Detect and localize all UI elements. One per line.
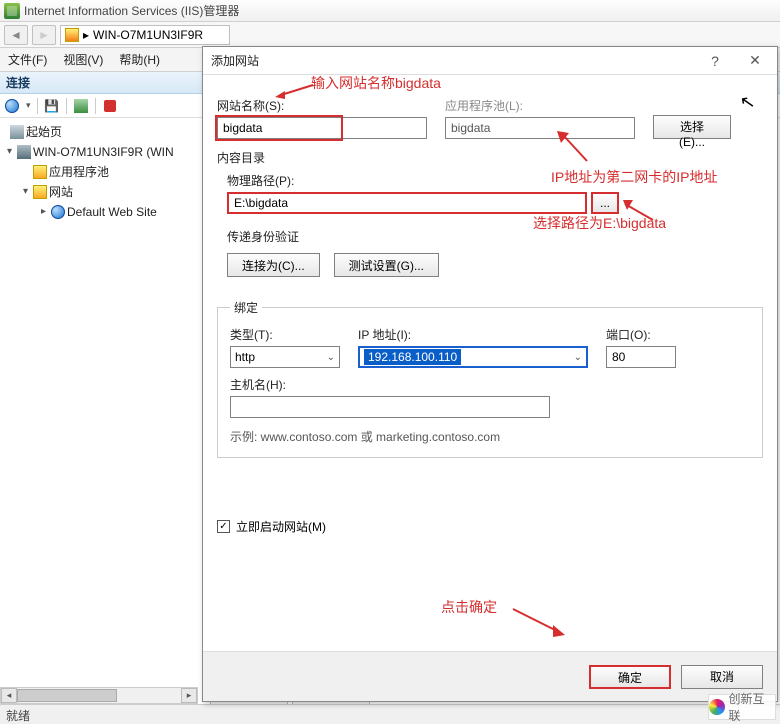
- annotation-sitename: 输入网站名称bigdata: [311, 73, 441, 93]
- back-button[interactable]: ◄: [4, 25, 28, 45]
- menu-view[interactable]: 视图(V): [63, 51, 103, 68]
- breadcrumb-sep: ▸: [83, 28, 89, 42]
- scroll-thumb[interactable]: [17, 689, 117, 702]
- type-value: http: [235, 350, 255, 364]
- menu-help[interactable]: 帮助(H): [119, 51, 160, 68]
- tree-default-site[interactable]: ▸ Default Web Site: [2, 202, 196, 222]
- status-text: 就绪: [6, 709, 30, 723]
- breadcrumb-host: WIN-O7M1UN3IF9R: [93, 28, 203, 42]
- select-pool-button[interactable]: 选择(E)...: [653, 115, 731, 139]
- server-icon: [17, 145, 31, 159]
- folder-icon: [33, 165, 47, 179]
- folder-icon: [33, 185, 47, 199]
- watermark-text: 创新互联: [729, 690, 776, 724]
- site-name-label: 网站名称(S):: [217, 97, 427, 114]
- scroll-left-button[interactable]: ◂: [1, 688, 17, 703]
- phys-path-input[interactable]: [227, 192, 587, 214]
- expander-icon[interactable]: ▾: [4, 147, 15, 158]
- cancel-button[interactable]: 取消: [681, 665, 763, 689]
- connect-icon[interactable]: [73, 98, 89, 114]
- breadcrumb[interactable]: ▸ WIN-O7M1UN3IF9R: [60, 25, 230, 45]
- connect-as-button[interactable]: 连接为(C)...: [227, 253, 320, 277]
- app-icon: [4, 3, 20, 19]
- add-website-dialog: 添加网站 ? ✕ 输入网站名称bigdata 网站名称(S): 应用程序池(L)…: [202, 46, 778, 702]
- tree-start-page[interactable]: 起始页: [2, 122, 196, 142]
- binding-legend: 绑定: [230, 299, 262, 316]
- binding-group: 绑定 类型(T): http ⌄ IP 地址(I): 192.168.100.1…: [217, 299, 763, 458]
- close-button[interactable]: ✕: [741, 50, 769, 72]
- statusbar: 就绪: [0, 704, 780, 724]
- scroll-right-button[interactable]: ▸: [181, 688, 197, 703]
- arrow-icon: [623, 196, 663, 226]
- host-input[interactable]: [230, 396, 550, 418]
- phys-path-label: 物理路径(P):: [227, 172, 763, 189]
- host-label: 主机名(H):: [230, 376, 550, 393]
- start-now-label: 立即启动网站(M): [236, 518, 326, 535]
- tree-label: 应用程序池: [49, 162, 109, 182]
- globe-icon[interactable]: [4, 98, 20, 114]
- start-now-checkbox[interactable]: ✓: [217, 520, 230, 533]
- content-group-label: 内容目录: [217, 149, 763, 166]
- connections-tree: 起始页 ▾ WIN-O7M1UN3IF9R (WIN 应用程序池 ▾ 网站 ▸ …: [0, 118, 198, 226]
- window-title: Internet Information Services (IIS)管理器: [24, 2, 239, 19]
- ip-value: 192.168.100.110: [364, 349, 461, 365]
- type-select[interactable]: http ⌄: [230, 346, 340, 368]
- tree-hscrollbar[interactable]: ◂ ▸: [0, 687, 198, 704]
- forward-button[interactable]: ►: [32, 25, 56, 45]
- dialog-body: 输入网站名称bigdata 网站名称(S): 应用程序池(L): 选择(E)..…: [203, 75, 777, 545]
- port-label: 端口(O):: [606, 326, 676, 343]
- tree-label: WIN-O7M1UN3IF9R (WIN: [33, 142, 174, 162]
- passthru-label: 传递身份验证: [227, 228, 763, 245]
- tree-app-pools[interactable]: 应用程序池: [2, 162, 196, 182]
- globe-icon: [51, 205, 65, 219]
- dialog-titlebar: 添加网站 ? ✕: [203, 47, 777, 75]
- tree-sites[interactable]: ▾ 网站: [2, 182, 196, 202]
- help-button[interactable]: ?: [701, 50, 729, 72]
- tree-label: Default Web Site: [67, 202, 157, 222]
- watermark-logo: [709, 699, 725, 715]
- app-pool-label: 应用程序池(L):: [445, 97, 635, 114]
- navbar: ◄ ► ▸ WIN-O7M1UN3IF9R: [0, 22, 780, 48]
- port-input[interactable]: [606, 346, 676, 368]
- titlebar: Internet Information Services (IIS)管理器: [0, 0, 780, 22]
- app-pool-input: [445, 117, 635, 139]
- type-label: 类型(T):: [230, 326, 340, 343]
- expander-icon[interactable]: ▸: [38, 207, 49, 218]
- site-name-input[interactable]: [217, 117, 427, 139]
- tree-label: 网站: [49, 182, 73, 202]
- tree-label: 起始页: [26, 122, 62, 142]
- home-icon: [10, 125, 24, 139]
- chevron-down-icon: ⌄: [574, 352, 582, 363]
- watermark: 创新互联: [708, 694, 776, 720]
- stop-icon[interactable]: [102, 98, 118, 114]
- dialog-footer: 确定 取消: [203, 651, 777, 701]
- ip-select[interactable]: 192.168.100.110 ⌄: [358, 346, 588, 368]
- menu-file[interactable]: 文件(F): [8, 51, 47, 68]
- arrow-icon: [509, 605, 569, 639]
- chevron-down-icon: ⌄: [327, 352, 335, 363]
- annotation-ok: 点击确定: [441, 597, 497, 617]
- dialog-title: 添加网站: [211, 52, 259, 69]
- test-settings-button[interactable]: 测试设置(G)...: [334, 253, 439, 277]
- example-text: 示例: www.contoso.com 或 marketing.contoso.…: [230, 428, 750, 445]
- breadcrumb-icon: [65, 28, 79, 42]
- ok-button[interactable]: 确定: [589, 665, 671, 689]
- tree-server[interactable]: ▾ WIN-O7M1UN3IF9R (WIN: [2, 142, 196, 162]
- browse-button[interactable]: ...: [591, 192, 619, 214]
- expander-icon[interactable]: ▾: [20, 187, 31, 198]
- save-icon[interactable]: 💾: [44, 98, 60, 114]
- ip-label: IP 地址(I):: [358, 326, 588, 343]
